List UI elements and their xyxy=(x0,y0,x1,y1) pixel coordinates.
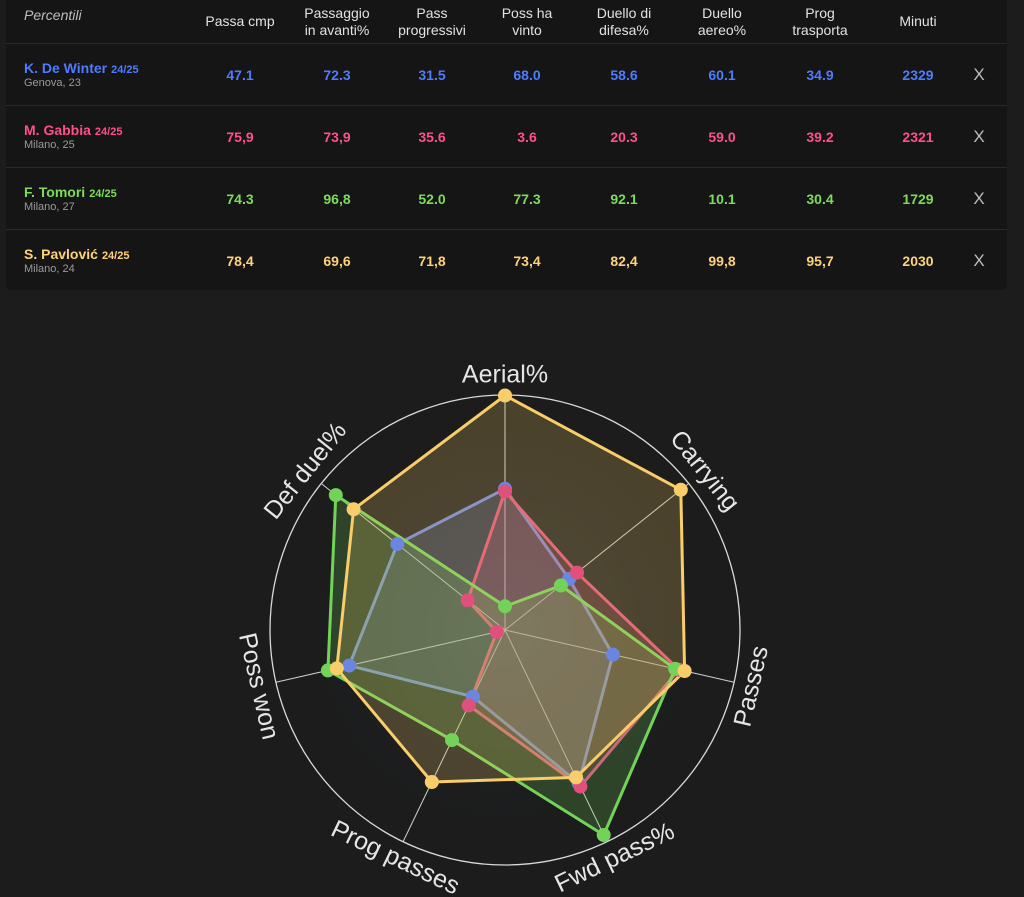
radar-point[interactable] xyxy=(342,658,357,673)
value-cell: 71,8 xyxy=(418,252,446,269)
col-header-minuti[interactable]: Minuti xyxy=(899,13,937,29)
value-cell: 30.4 xyxy=(806,190,834,207)
radar-spoke xyxy=(504,483,690,631)
col-header-pass-progressivi[interactable]: Pass progressivi xyxy=(398,4,466,38)
value-cell: 31.5 xyxy=(418,66,446,83)
radar-point[interactable] xyxy=(489,624,504,639)
player-row: M. Gabbia 24/25 Milano, 25 75,9 73,9 35.6… xyxy=(6,106,1007,168)
value-cell: 2329 xyxy=(902,66,934,83)
value-cell: 52.0 xyxy=(418,190,446,207)
remove-player-button[interactable]: X xyxy=(973,126,985,146)
col-header-duello-difesa[interactable]: Duello di difesa% xyxy=(596,4,652,38)
radar-point[interactable] xyxy=(498,599,512,614)
value-cell: 60.1 xyxy=(708,66,736,83)
value-cell: 39.2 xyxy=(806,128,834,145)
player-name[interactable]: S. Pavlović 24/25 xyxy=(24,246,130,262)
value-cell: 92.1 xyxy=(610,190,638,207)
radar-point[interactable] xyxy=(498,388,512,403)
radar-point[interactable] xyxy=(328,488,343,503)
value-cell: 73,4 xyxy=(513,252,541,269)
radar-point[interactable] xyxy=(569,770,583,785)
value-cell: 35.6 xyxy=(418,128,446,145)
percentile-label: Percentili xyxy=(24,7,82,23)
col-header-passaggio-avanti[interactable]: Passaggio in avanti% xyxy=(304,4,370,38)
radar-spoke xyxy=(275,629,506,683)
value-cell: 95,7 xyxy=(806,252,834,269)
radar-point[interactable] xyxy=(390,537,405,552)
table-header: Percentili Passa cmp Passaggio in avanti… xyxy=(6,0,1007,44)
remove-player-button[interactable]: X xyxy=(973,250,985,270)
col-header-prog-trasporta[interactable]: Prog trasporta xyxy=(792,4,848,38)
player-team-age: Milano, 24 xyxy=(24,263,75,275)
player-row: F. Tomori 24/25 Milano, 27 74.3 96,8 52.0… xyxy=(6,168,1007,230)
value-cell: 58.6 xyxy=(610,66,638,83)
player-row: S. Pavlović 24/25 Milano, 24 78,4 69,6 71… xyxy=(6,230,1007,291)
radar-point[interactable] xyxy=(461,698,476,713)
value-cell: 10.1 xyxy=(708,190,736,207)
radar-series-area xyxy=(347,487,615,785)
value-cell: 2030 xyxy=(902,252,934,269)
value-cell: 78,4 xyxy=(226,252,254,269)
radar-spoke xyxy=(504,629,608,842)
value-cell: 20.3 xyxy=(610,128,638,145)
player-team-age: Genova, 23 xyxy=(24,77,81,89)
player-name[interactable]: F. Tomori 24/25 xyxy=(24,184,117,200)
radar-point[interactable] xyxy=(596,828,611,842)
value-cell: 69,6 xyxy=(323,252,351,269)
player-row: K. De Winter 24/25 Genova, 23 47.1 72.3 3… xyxy=(6,44,1007,106)
radar-point[interactable] xyxy=(553,578,568,593)
col-header-duello-aereo[interactable]: Duello aereo% xyxy=(697,4,747,38)
col-header-passa-cmp[interactable]: Passa cmp xyxy=(205,13,275,29)
value-cell: 34.9 xyxy=(806,66,834,83)
value-cell: 73,9 xyxy=(323,128,351,145)
radar-point[interactable] xyxy=(445,733,459,748)
col-header-poss-vinto[interactable]: Poss ha vinto xyxy=(501,4,553,38)
radar-series-area xyxy=(466,489,681,788)
value-cell: 2321 xyxy=(902,128,934,145)
remove-player-button[interactable]: X xyxy=(973,64,985,84)
radar-point[interactable] xyxy=(677,664,692,678)
player-team-age: Milano, 27 xyxy=(24,201,75,213)
radar-point[interactable] xyxy=(329,661,344,676)
radar-series-area xyxy=(335,394,687,784)
radar-point[interactable] xyxy=(460,593,475,608)
radar-point[interactable] xyxy=(605,647,620,662)
radar-axis-label: Aerial% xyxy=(462,361,548,389)
comparison-table: Percentili Passa cmp Passaggio in avanti… xyxy=(6,0,1007,290)
value-cell: 68.0 xyxy=(513,66,541,83)
radar-point[interactable] xyxy=(346,502,361,517)
value-cell: 72.3 xyxy=(323,66,351,83)
radar-point[interactable] xyxy=(673,482,688,497)
radar-point[interactable] xyxy=(570,565,584,580)
value-cell: 99,8 xyxy=(708,252,736,269)
player-team-age: Milano, 25 xyxy=(24,139,75,151)
value-cell: 1729 xyxy=(902,190,934,207)
remove-player-button[interactable]: X xyxy=(973,188,985,208)
value-cell: 3.6 xyxy=(517,128,537,145)
radar-point[interactable] xyxy=(424,775,439,789)
value-cell: 77.3 xyxy=(513,190,541,207)
value-cell: 82,4 xyxy=(610,252,638,269)
player-name[interactable]: K. De Winter 24/25 xyxy=(24,60,139,76)
radar-series-area xyxy=(326,493,677,837)
value-cell: 59.0 xyxy=(708,128,736,145)
player-name[interactable]: M. Gabbia 24/25 xyxy=(24,122,123,138)
radar-series xyxy=(320,388,692,842)
value-cell: 75,9 xyxy=(226,128,254,145)
value-cell: 96,8 xyxy=(323,190,351,207)
radar-point[interactable] xyxy=(498,484,512,499)
value-cell: 74.3 xyxy=(226,190,254,207)
value-cell: 47.1 xyxy=(226,66,254,83)
